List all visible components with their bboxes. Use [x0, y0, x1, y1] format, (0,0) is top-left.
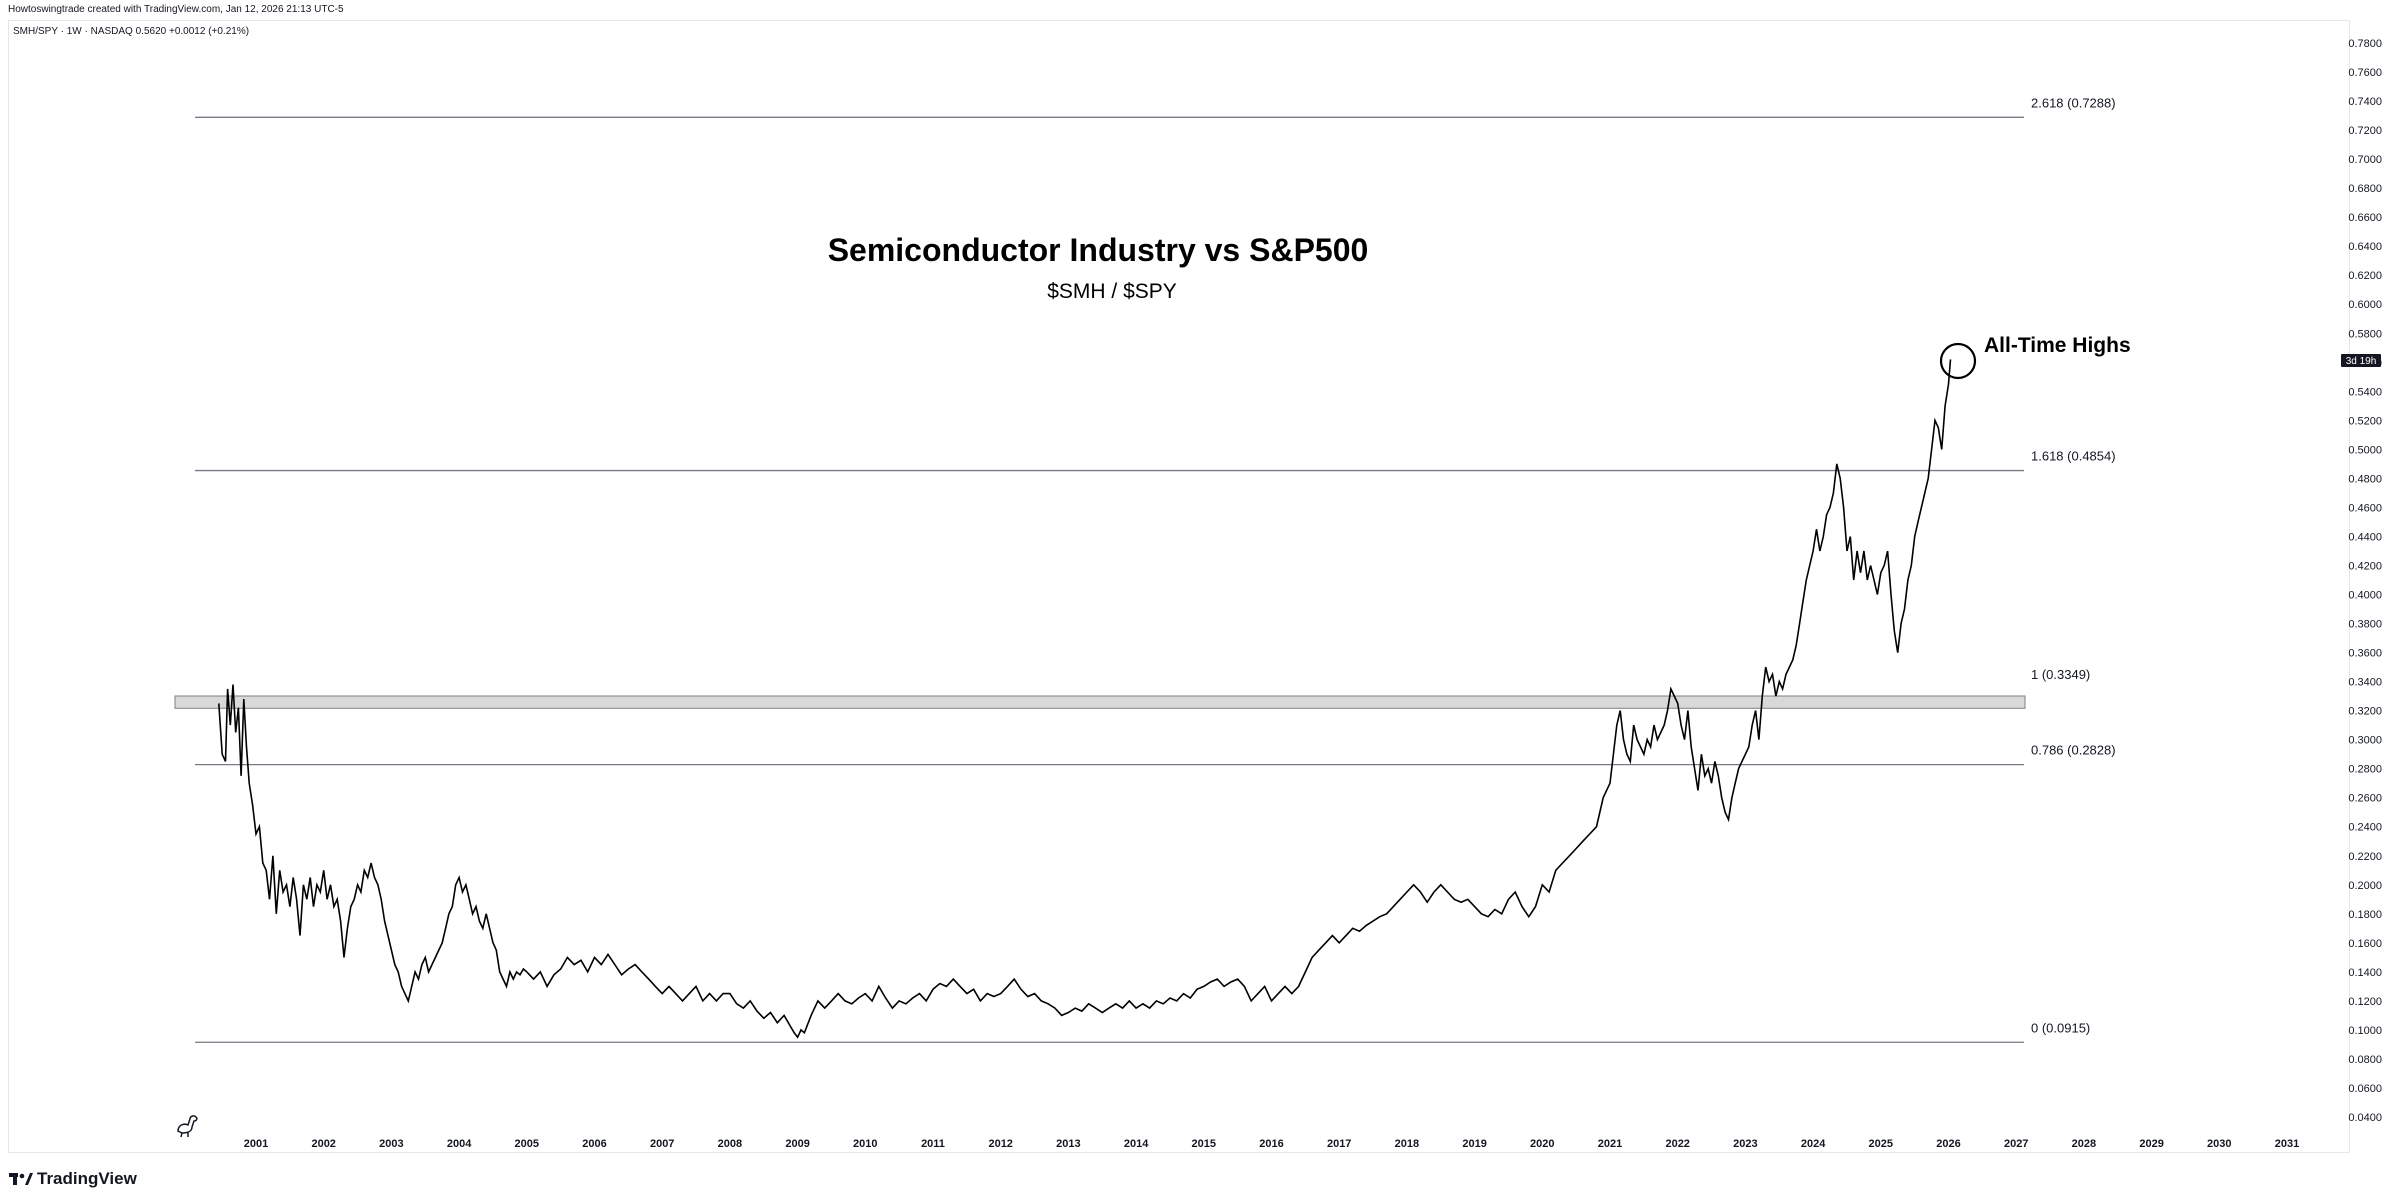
- x-axis-tick-label: 2016: [1259, 1138, 1283, 1150]
- x-axis-tick-label: 2010: [853, 1138, 877, 1150]
- y-axis-tick-label: 0.6400: [2348, 241, 2382, 253]
- x-axis-tick-label: 2029: [2139, 1138, 2163, 1150]
- fib-level-label: 1 (0.3349): [2031, 667, 2090, 682]
- y-axis-tick-label: 0.4600: [2348, 502, 2382, 514]
- x-axis-tick-label: 2008: [718, 1138, 742, 1150]
- y-axis-tick-label: 0.1400: [2348, 967, 2382, 979]
- y-axis-tick-label: 0.5400: [2348, 386, 2382, 398]
- chart-title: Semiconductor Industry vs S&P500: [828, 232, 1369, 268]
- chart-frame: [8, 20, 2350, 1153]
- x-axis-tick-label: 2002: [311, 1138, 335, 1150]
- y-axis-tick-label: 0.3400: [2348, 677, 2382, 689]
- y-axis-tick-label: 0.2000: [2348, 880, 2382, 892]
- x-axis-tick-label: 2020: [1530, 1138, 1554, 1150]
- x-axis-tick-label: 2012: [988, 1138, 1012, 1150]
- x-axis-tick-label: 2006: [582, 1138, 606, 1150]
- y-axis-tick-label: 0.2200: [2348, 851, 2382, 863]
- tradingview-footer-logo[interactable]: TradingView: [9, 1169, 137, 1189]
- resistance-zone: [174, 695, 2026, 709]
- countdown-badge: 3d 19h: [2341, 354, 2381, 367]
- y-axis-tick-label: 0.7200: [2348, 125, 2382, 137]
- fib-levels-layer: 2.618 (0.7288) 1.618 (0.4854) 1 (0.3349) 0.…: [195, 95, 2116, 1043]
- y-axis-tick-label: 0.0600: [2348, 1083, 2382, 1095]
- symbol-legend: SMH/SPY · 1W · NASDAQ 0.5620 +0.0012 (+0…: [13, 26, 249, 37]
- x-axis-tick-label: 2014: [1124, 1138, 1149, 1150]
- x-axis-tick-label: 2017: [1327, 1138, 1351, 1150]
- y-axis-tick-label: 0.6600: [2348, 212, 2382, 224]
- tradingview-brand: TradingView: [37, 1169, 137, 1188]
- y-axis-tick-label: 0.5200: [2348, 415, 2382, 427]
- x-axis-tick-label: 2031: [2275, 1138, 2299, 1150]
- x-axis-tick-label: 2005: [515, 1138, 539, 1150]
- y-axis-tick-label: 0.3000: [2348, 735, 2382, 747]
- y-axis-tick-label: 0.5000: [2348, 444, 2382, 456]
- fib-level-label: 2.618 (0.7288): [2031, 95, 2116, 110]
- y-axis-tick-label: 0.7800: [2348, 38, 2382, 50]
- x-axis-tick-label: 2013: [1056, 1138, 1080, 1150]
- y-axis-tick-label: 0.6200: [2348, 270, 2382, 282]
- y-axis-tick-label: 0.1000: [2348, 1025, 2382, 1037]
- y-axis-tick-label: 0.0400: [2348, 1112, 2382, 1124]
- y-axis-tick-label: 0.4400: [2348, 531, 2382, 543]
- fib-level-label: 0.786 (0.2828): [2031, 743, 2116, 758]
- y-axis-tick-label: 0.0800: [2348, 1054, 2382, 1066]
- y-axis-tick-label: 0.3200: [2348, 706, 2382, 718]
- x-axis-tick-label: 2011: [921, 1138, 945, 1150]
- y-axis-tick-label: 0.6000: [2348, 299, 2382, 311]
- y-axis-tick-label: 0.3800: [2348, 619, 2382, 631]
- x-axis: 2001 2002 2003 2004 2005 2006 2007 2008 2009 2010…: [244, 1138, 2299, 1150]
- attribution-header: Howtoswingtrade created with TradingView…: [8, 4, 344, 15]
- x-axis-tick-label: 2022: [1665, 1138, 1689, 1150]
- x-axis-tick-label: 2003: [379, 1138, 403, 1150]
- x-axis-tick-label: 2028: [2072, 1138, 2096, 1150]
- legend-last-value: 0.5620: [135, 26, 167, 37]
- x-axis-tick-label: 2026: [1936, 1138, 1960, 1150]
- y-axis-tick-label: 0.5800: [2348, 328, 2382, 340]
- y-axis-tick-label: 0.2400: [2348, 822, 2382, 834]
- x-axis-tick-label: 2004: [447, 1138, 472, 1150]
- y-axis-tick-label: 0.7400: [2348, 96, 2382, 108]
- y-axis-tick-label: 0.6800: [2348, 183, 2382, 195]
- x-axis-tick-label: 2025: [1869, 1138, 1893, 1150]
- y-axis-tick-label: 0.1600: [2348, 938, 2382, 950]
- tradingview-logo-icon: [9, 1173, 33, 1185]
- y-axis-tick-label: 0.1200: [2348, 996, 2382, 1008]
- legend-symbol[interactable]: SMH/SPY · 1W · NASDAQ: [13, 26, 133, 37]
- y-axis-tick-label: 0.2800: [2348, 764, 2382, 776]
- y-axis-tick-label: 0.1800: [2348, 909, 2382, 921]
- x-axis-tick-label: 2009: [785, 1138, 809, 1150]
- all-time-highs-annotation: All-Time Highs: [1984, 334, 2131, 357]
- legend-change: +0.0012 (+0.21%): [169, 26, 250, 37]
- countdown-badge-text: 3d 19h: [2346, 356, 2377, 367]
- x-axis-tick-label: 2015: [1192, 1138, 1216, 1150]
- y-axis-tick-label: 0.7000: [2348, 154, 2382, 166]
- fib-level-label: 0 (0.0915): [2031, 1020, 2090, 1035]
- fib-level-label: 1.618 (0.4854): [2031, 449, 2116, 464]
- y-axis-tick-label: 0.4000: [2348, 590, 2382, 602]
- replay-dino-icon[interactable]: [177, 1115, 198, 1138]
- x-axis-tick-label: 2019: [1462, 1138, 1486, 1150]
- x-axis-tick-label: 2024: [1801, 1138, 1826, 1150]
- x-axis-tick-label: 2023: [1733, 1138, 1757, 1150]
- y-axis-tick-label: 0.3600: [2348, 648, 2382, 660]
- x-axis-tick-label: 2021: [1598, 1138, 1622, 1150]
- y-axis-tick-label: 0.4800: [2348, 473, 2382, 485]
- x-axis-tick-label: 2007: [650, 1138, 674, 1150]
- price-line-series: [218, 359, 1952, 1039]
- y-axis-tick-label: 0.4200: [2348, 560, 2382, 572]
- y-axis-tick-label: 0.2600: [2348, 793, 2382, 805]
- y-axis-tick-label: 0.7600: [2348, 67, 2382, 79]
- chart-subtitle: $SMH / $SPY: [1047, 280, 1177, 303]
- x-axis-tick-label: 2027: [2004, 1138, 2028, 1150]
- x-axis-tick-label: 2001: [244, 1138, 268, 1150]
- x-axis-tick-label: 2018: [1395, 1138, 1419, 1150]
- y-axis: 0.7800 0.7600 0.7400 0.7200 0.7000 0.6800 0.66…: [2348, 38, 2382, 1124]
- x-axis-tick-label: 2030: [2207, 1138, 2231, 1150]
- all-time-high-circle: [1939, 342, 1977, 380]
